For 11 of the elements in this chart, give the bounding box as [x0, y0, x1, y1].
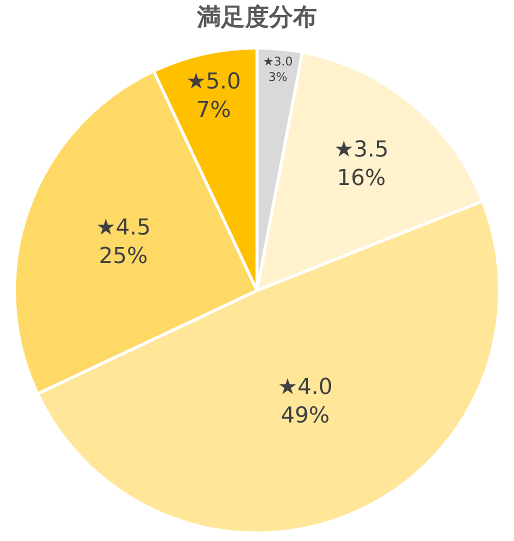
slice-label: ★3.5: [334, 138, 389, 163]
slice-label: ★5.0: [186, 69, 241, 94]
slice-label: ★4.5: [96, 216, 151, 241]
data-label: 7%: [196, 98, 232, 124]
data-label: 16%: [336, 166, 386, 192]
chart-title: 満足度分布: [196, 2, 317, 31]
data-label: 49%: [280, 404, 330, 429]
slice-label: ★3.0: [262, 54, 293, 69]
slice-label: ★4.0: [278, 375, 333, 400]
data-label: 3%: [268, 70, 288, 84]
data-label: 25%: [98, 244, 148, 270]
